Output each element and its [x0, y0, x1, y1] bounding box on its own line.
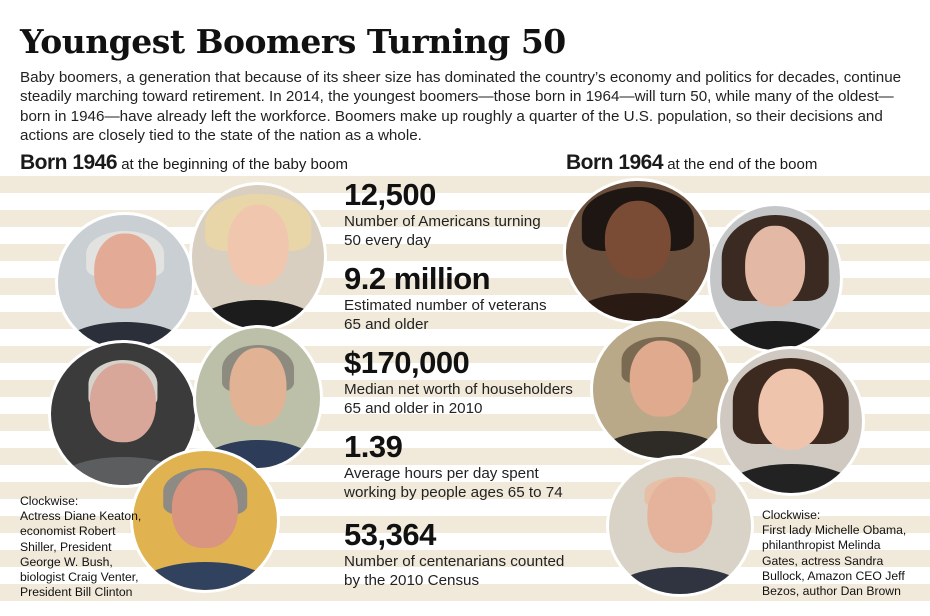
caption-1946: Clockwise: Actress Diane Keaton, economi…	[20, 494, 141, 600]
bill-clinton-photo	[55, 212, 195, 352]
section-heading-1964: Born 1964 at the end of the boom	[566, 151, 817, 175]
stat-value: 12,500	[344, 177, 436, 212]
section-year: Born 1964	[566, 151, 664, 174]
stat-item: 9.2 million Estimated number of veterans…	[344, 262, 594, 334]
stat-description: 65 and older	[344, 316, 429, 333]
jeff-bezos-photo	[606, 455, 754, 597]
intro-paragraph: Baby boomers, a generation that because …	[20, 69, 902, 145]
section-subtitle: at the beginning of the baby boom	[117, 156, 349, 173]
diane-keaton-photo	[189, 182, 327, 332]
sandra-bullock-photo	[717, 346, 865, 496]
caption-line: economist Robert	[20, 524, 116, 539]
stat-value: 1.39	[344, 429, 403, 464]
stat-description: Number of Americans turning	[344, 213, 541, 230]
caption-1964: Clockwise: First lady Michelle Obama, ph…	[762, 508, 906, 599]
george-w-bush-photo	[130, 448, 280, 593]
stat-item: 53,364 Number of centenarians counted by…	[344, 518, 594, 590]
craig-venter-photo	[48, 340, 198, 488]
page-title: Youngest Boomers Turning 50	[20, 22, 566, 61]
caption-line: Actress Diane Keaton,	[20, 509, 142, 524]
stat-value: 9.2 million	[344, 261, 491, 296]
caption-line: George W. Bush,	[20, 554, 113, 569]
stat-description: Number of centenarians counted	[344, 553, 565, 570]
caption-line: philanthropist Melinda	[762, 538, 881, 553]
caption-line: Clockwise:	[20, 494, 79, 508]
caption-line: Bezos, author Dan Brown	[762, 584, 901, 599]
dan-brown-photo	[590, 318, 732, 461]
section-heading-1946: Born 1946 at the beginning of the baby b…	[20, 151, 348, 175]
stat-description: Average hours per day spent	[344, 465, 539, 482]
stat-item: $170,000 Median net worth of householder…	[344, 346, 594, 418]
stat-description: 65 and older in 2010	[344, 400, 483, 417]
stat-item: 1.39 Average hours per day spent working…	[344, 430, 594, 502]
stat-description: working by people ages 65 to 74	[344, 484, 563, 501]
caption-line: Gates, actress Sandra	[762, 553, 884, 568]
caption-line: Clockwise:	[762, 508, 821, 522]
melinda-gates-photo	[707, 203, 843, 353]
caption-line: First lady Michelle Obama,	[762, 523, 907, 538]
stat-value: 53,364	[344, 517, 436, 552]
stat-value: $170,000	[344, 345, 470, 380]
stat-description: by the 2010 Census	[344, 572, 480, 589]
stat-description: Median net worth of householders	[344, 381, 573, 398]
section-year: Born 1946	[20, 151, 118, 174]
caption-line: Shiller, President	[20, 539, 112, 554]
michelle-obama-photo	[563, 178, 713, 324]
section-subtitle: at the end of the boom	[663, 156, 818, 173]
stat-description: 50 every day	[344, 232, 431, 249]
stat-item: 12,500 Number of Americans turning 50 ev…	[344, 178, 594, 250]
robert-shiller-photo	[193, 325, 323, 471]
caption-line: biologist Craig Venter,	[20, 570, 139, 585]
caption-line: Bullock, Amazon CEO Jeff	[762, 568, 905, 583]
caption-line: President Bill Clinton	[20, 585, 133, 600]
stat-description: Estimated number of veterans	[344, 297, 547, 314]
